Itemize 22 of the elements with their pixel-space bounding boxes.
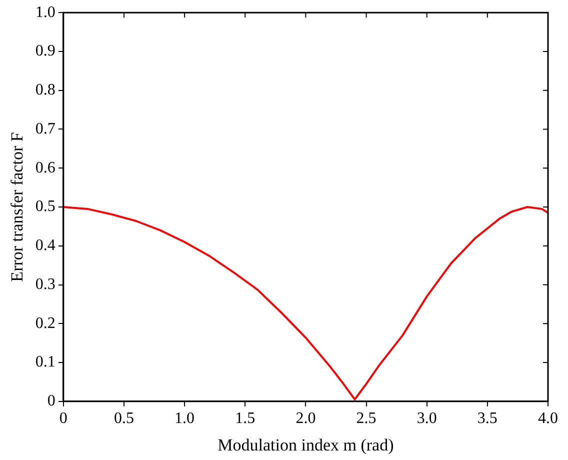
y-tick-label: 0.7 xyxy=(35,120,56,138)
x-tick-label: 1.0 xyxy=(174,410,195,428)
y-tick-label: 0.4 xyxy=(35,237,56,254)
x-tick-label: 0 xyxy=(59,410,68,428)
x-tick-label: 0.5 xyxy=(114,410,134,428)
y-tick-label: 0 xyxy=(47,392,56,410)
y-tick-label: 0.6 xyxy=(35,159,56,176)
y-tick-label: 0.8 xyxy=(35,82,56,99)
x-tick-label: 4.0 xyxy=(538,410,558,428)
y-tick-label: 0.5 xyxy=(35,198,56,216)
x-tick-label: 1.5 xyxy=(235,410,256,428)
y-tick-label: 0.3 xyxy=(35,276,56,293)
y-tick-label: 1.0 xyxy=(35,4,56,21)
x-tick-label: 3.0 xyxy=(416,410,437,428)
x-axis-title: Modulation index m (rad) xyxy=(218,435,394,454)
x-tick-label: 2.0 xyxy=(296,410,316,428)
y-tick-label: 0.2 xyxy=(35,314,56,332)
y-tick-label: 0.9 xyxy=(35,42,56,60)
y-tick-label: 0.1 xyxy=(35,354,56,371)
x-tick-label: 3.5 xyxy=(477,410,498,428)
y-axis-title: Error transfer factor F xyxy=(8,132,27,282)
x-tick-label: 2.5 xyxy=(356,410,376,428)
